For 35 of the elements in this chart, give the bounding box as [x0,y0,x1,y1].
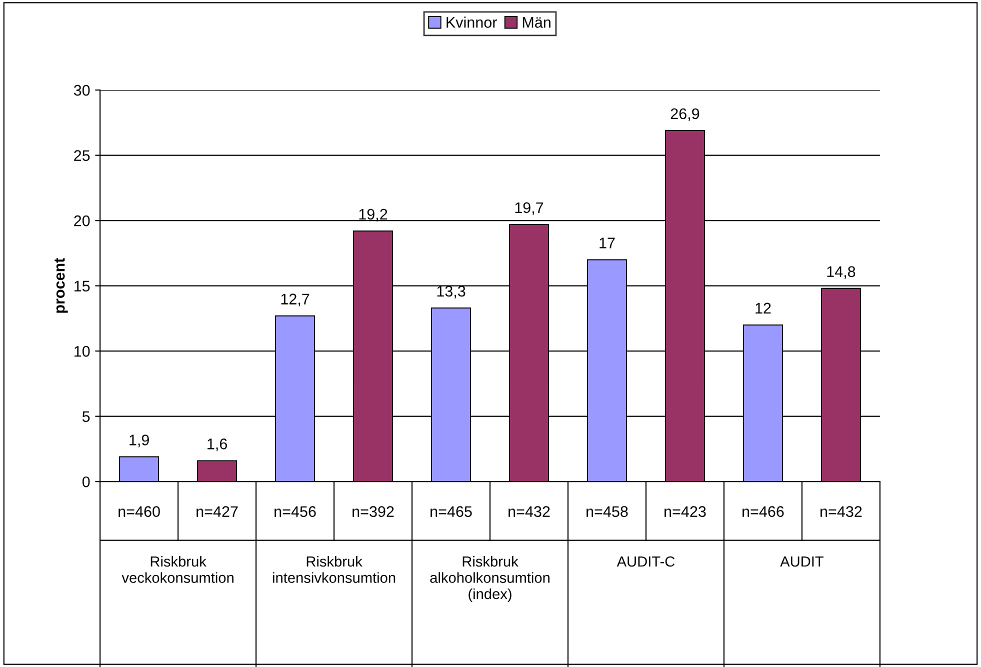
data-label: 1,9 [130,434,149,448]
legend-label: Kvinnor [446,16,497,28]
text: AUDIT-C [616,556,675,567]
data-label: 19,2 [359,208,388,222]
data-label: 19,7 [515,202,544,215]
y-tick-label: 0 [82,476,90,488]
data-label: 17 [600,238,615,248]
data-label: 1,6 [208,438,227,452]
text: Riskbruk veckokonsumtion [122,556,234,583]
y-tick-label: 10 [74,346,90,357]
text: AUDIT [780,556,824,567]
x-tick-label: n=460 [118,506,160,517]
y-tick-label: 5 [82,411,90,422]
x-tick-label: n=465 [430,506,472,517]
x-tick-label: n=423 [664,506,706,517]
x-tick-label: n=432 [508,506,550,517]
x-tick-label: n=456 [274,506,316,517]
data-label: 12 [756,302,771,314]
x-tick-label: n=432 [820,506,862,517]
x-tick-label: n=458 [586,506,628,517]
x-tick-label: n=392 [352,506,394,517]
text: Riskbruk alkoholkonsumtion (index) [430,556,550,602]
data-label: 13,3 [437,286,466,298]
data-label: 14,8 [827,266,856,279]
y-tick-label: 20 [74,215,90,226]
x-tick-label: n=466 [742,506,784,517]
data-label: 26,9 [670,108,700,121]
text: Riskbruk intensivkonsumtion [273,556,396,583]
y-tick-label: 15 [74,280,90,292]
y-tick-label: 30 [74,84,90,96]
y-axis-title: procent [54,258,68,313]
legend-label: Män [522,17,550,28]
y-tick-label: 25 [74,150,90,161]
x-tick-label: n=427 [196,506,238,517]
data-label: 12,7 [281,294,310,306]
